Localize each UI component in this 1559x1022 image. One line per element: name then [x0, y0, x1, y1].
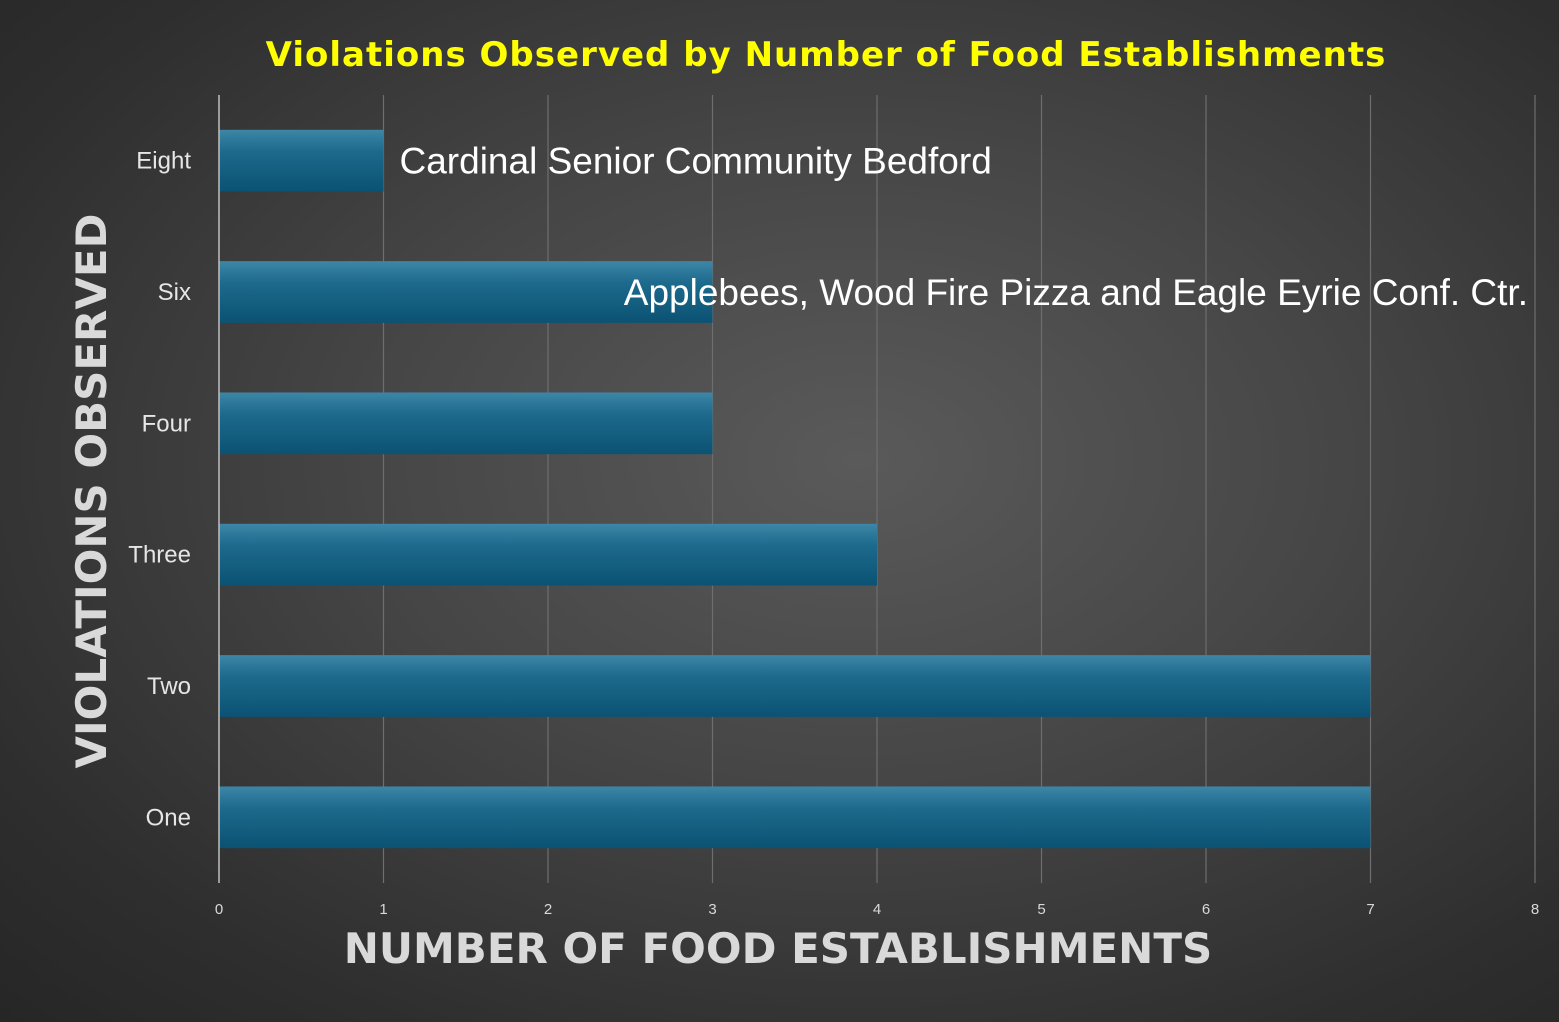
bar-four: [219, 392, 713, 455]
gridlines: [382, 95, 1536, 883]
x-tick-label: 0: [215, 901, 223, 918]
x-tick-label: 2: [544, 901, 552, 918]
chart-title: Violations Observed by Number of Food Es…: [266, 35, 1387, 75]
bar-two: [219, 655, 1371, 717]
bar-one: [219, 786, 1371, 849]
category-label: Two: [147, 673, 191, 700]
x-tick-label: 6: [1202, 901, 1210, 918]
annotation-label: Applebees, Wood Fire Pizza and Eagle Eyr…: [624, 272, 1528, 313]
x-tick-label: 4: [873, 901, 881, 918]
category-label: Four: [142, 410, 191, 437]
x-tick-label: 5: [1037, 901, 1045, 918]
x-tick-label: 8: [1531, 901, 1539, 918]
annotation-label: Cardinal Senior Community Bedford: [400, 141, 992, 182]
x-axis-title: NUMBER OF FOOD ESTABLISHMENTS: [344, 924, 1213, 973]
category-label: Three: [128, 542, 191, 569]
bars: [219, 129, 1371, 849]
bar-six: [219, 261, 713, 323]
x-tick-labels: 0 1 2 3 4 5 6 7 8: [215, 901, 1539, 918]
category-label: Six: [158, 279, 191, 306]
x-tick-label: 1: [379, 901, 387, 918]
category-label: Eight: [136, 148, 191, 175]
category-labels: Eight Six Four Three Two One: [128, 148, 191, 832]
x-tick-label: 7: [1366, 901, 1374, 918]
bar-eight: [219, 129, 384, 192]
x-tick-label: 3: [708, 901, 716, 918]
category-label: One: [146, 804, 191, 831]
y-axis-title: VIOLATIONS OBSERVED: [67, 214, 116, 769]
bar-three: [219, 523, 877, 586]
annotations: Cardinal Senior Community Bedford Applebe…: [400, 141, 1529, 313]
